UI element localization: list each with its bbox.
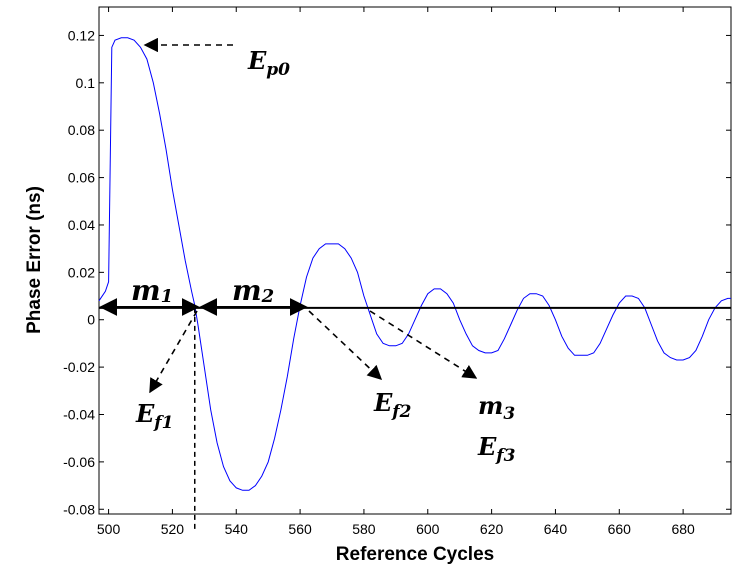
y-axis-title: Phase Error (ns) [24,186,45,334]
x-tick-label: 580 [352,521,376,537]
x-tick-label: 520 [161,521,185,537]
ep0-sub: p0 [266,60,290,80]
ep0-main: E [247,46,267,75]
y-tick-label: -0.06 [63,454,95,470]
m3-sub: 3 [503,404,515,424]
ef2-sub: f2 [391,402,411,422]
ef1-main: E [135,399,155,428]
x-tick-label: 560 [288,521,312,537]
m2-main: m [232,274,262,307]
y-tick-label: 0.12 [68,27,95,43]
m2-label: m2 [232,274,274,307]
m1-main: m [131,274,161,307]
x-tick-label: 500 [97,521,121,537]
x-tick-label: 540 [225,521,249,537]
m3-main: m [478,391,503,420]
ef2-label: Ef2 [373,388,412,422]
m2-sub: 2 [261,286,275,307]
ef3-sub: f3 [495,446,515,466]
ef3-label: Ef3 [477,432,516,466]
m1-label: m1 [131,274,173,307]
y-tick-label: -0.04 [63,406,95,422]
x-tick-label: 660 [608,521,632,537]
x-tick-label: 620 [480,521,504,537]
x-axis-title: Reference Cycles [336,544,494,565]
y-tick-label: 0 [87,312,95,328]
plot-frame [98,6,732,515]
ef3-main: E [477,432,497,461]
m3-label: m3 [478,391,515,424]
y-tick-label: -0.08 [63,501,95,517]
x-tick-label: 600 [416,521,440,537]
x-tick-label: 680 [671,521,695,537]
ef1-arrow [149,310,198,394]
ef2-arrow [308,310,383,380]
y-tick-label: 0.08 [68,122,95,138]
y-tick-label: 0.02 [68,264,95,280]
axis-ticks [99,7,731,514]
y-tick-label: 0.06 [68,170,95,186]
ef2-main: E [373,388,393,417]
ef1-label: Ef1 [135,399,173,433]
y-tick-label: -0.02 [63,359,95,375]
ep0-label: Ep0 [247,46,290,80]
m1-sub: 1 [161,286,174,307]
ef1-sub: f1 [153,413,173,433]
axis-tick-labels: 500 520 540 560 580 600 620 640 660 680 -0.08 -0.06… [63,27,695,537]
x-tick-label: 640 [544,521,568,537]
y-tick-label: 0.04 [68,217,95,233]
y-tick-label: 0.1 [76,75,96,91]
ef3-arrow [369,310,478,379]
